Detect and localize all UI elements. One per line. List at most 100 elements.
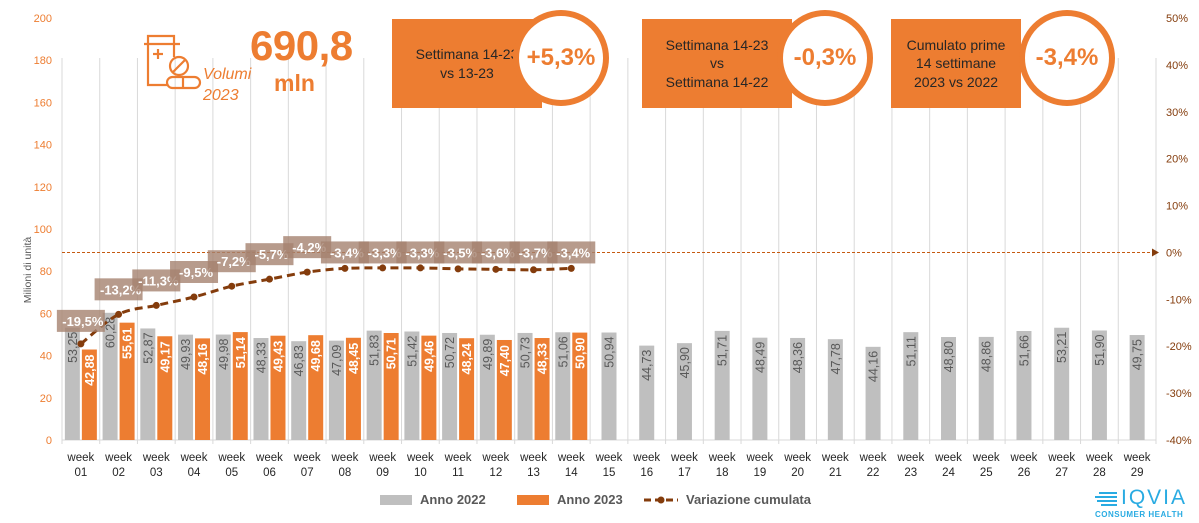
bar-2022-label: 51,90 xyxy=(1093,334,1107,365)
bar-2022-label: 44,16 xyxy=(867,351,881,382)
y-tick-label: 160 xyxy=(34,97,52,109)
variazione-label: -7,2% xyxy=(207,250,256,273)
variazione-point xyxy=(567,264,575,272)
y-tick-label: 0 xyxy=(46,435,52,447)
bar-2023-label: 49,68 xyxy=(309,340,323,371)
bar-2022-label: 49,89 xyxy=(481,339,495,370)
bar-2022 xyxy=(1016,330,1032,440)
x-tick-label: week 21 xyxy=(821,452,849,479)
variazione-point xyxy=(341,264,349,272)
x-tick-label: week 16 xyxy=(632,452,660,479)
bar-2023 xyxy=(345,337,361,440)
x-tick-label: week 11 xyxy=(444,452,472,479)
kpi-yoy-week-label: Settimana 14-23 vs Settimana 14-22 xyxy=(642,19,792,108)
bar-2022-label: 47,09 xyxy=(330,345,344,376)
x-tick-label: week 28 xyxy=(1085,452,1113,479)
variazione-label-box xyxy=(547,241,596,264)
x-tick-label: week 05 xyxy=(217,452,245,479)
variazione-label: -3,3% xyxy=(396,241,445,264)
variazione-point xyxy=(492,265,500,273)
variazione-point xyxy=(454,265,462,273)
bar-2022 xyxy=(178,334,194,440)
bar-2022 xyxy=(479,334,495,440)
bar-2022-label: 48,86 xyxy=(980,341,994,372)
variazione-label: -5,7% xyxy=(245,243,294,266)
legend-swatch-variazione xyxy=(644,496,678,504)
bar-2023 xyxy=(383,333,399,440)
variazione-label: -4,2% xyxy=(283,236,332,259)
y2-tick-label: -10% xyxy=(1166,294,1192,306)
bar-2022 xyxy=(752,337,768,440)
bar-2023 xyxy=(459,338,475,440)
y2-tick-label: 50% xyxy=(1166,13,1188,25)
kpi-cumulative-label: Cumulato prime 14 settimane 2023 vs 2022 xyxy=(891,19,1021,108)
bar-2022 xyxy=(1054,327,1070,440)
variazione-point xyxy=(152,301,160,309)
variazione-label-text: -11,3% xyxy=(138,273,179,288)
variazione-label-box xyxy=(396,241,445,264)
x-tick-label: week 19 xyxy=(745,452,773,479)
bar-2022-label: 51,83 xyxy=(368,335,382,366)
legend-swatch-2023 xyxy=(517,495,549,505)
total-volume-value: 690,8 xyxy=(250,22,353,69)
x-tick-label: week 17 xyxy=(670,452,698,479)
bar-2023 xyxy=(308,335,324,440)
variazione-point xyxy=(77,340,85,348)
iqvia-wordmark: IQVIA xyxy=(1121,486,1188,509)
bar-2023 xyxy=(572,332,588,440)
bar-2022-label: 50,73 xyxy=(519,337,533,368)
x-tick-label: week 04 xyxy=(180,452,208,479)
variazione-point xyxy=(115,310,123,318)
bar-2023 xyxy=(157,336,173,440)
variazione-point xyxy=(228,282,236,290)
x-tick-label: week 23 xyxy=(896,452,924,479)
zero-line-arrow-icon xyxy=(1152,248,1159,257)
variazione-label-text: -13,2% xyxy=(100,282,142,297)
variazione-label-text: -3,6% xyxy=(481,245,515,260)
bar-2022-label: 53,21 xyxy=(1055,332,1069,363)
x-tick-label: week 18 xyxy=(708,452,736,479)
bar-2022 xyxy=(404,331,420,440)
y-axis-left: 0 20 40 60 80 100 120 140 160 180 200 xyxy=(34,13,52,447)
total-volume-unit: mln xyxy=(274,70,315,96)
bar-2022 xyxy=(941,337,957,440)
variazione-label-box xyxy=(132,269,181,292)
bar-2022 xyxy=(865,346,881,440)
bar-2023-label: 50,71 xyxy=(385,338,399,369)
bar-2022-label: 53,25 xyxy=(66,332,80,363)
variazione-label-text: -3,4% xyxy=(330,245,364,260)
variazione-point xyxy=(416,264,424,272)
bar-2022 xyxy=(1129,335,1145,440)
variazione-label-box xyxy=(434,241,483,264)
variazione-label-box xyxy=(509,241,558,264)
bar-2022 xyxy=(639,345,655,440)
iqvia-subtitle: CONSUMER HEALTH xyxy=(1095,510,1184,519)
variazione-label-text: -3,7% xyxy=(519,245,553,260)
bar-2022-label: 49,75 xyxy=(1131,339,1145,370)
bar-2022 xyxy=(903,332,919,440)
variazione-label-box xyxy=(245,243,294,266)
variazione-point xyxy=(265,275,273,283)
bar-2022 xyxy=(676,343,692,440)
variazione-label-box xyxy=(358,241,407,264)
y2-tick-label: -30% xyxy=(1166,388,1192,400)
medicine-jar-pills-icon xyxy=(144,34,202,90)
bar-2022-label: 52,87 xyxy=(141,332,155,363)
variazione-point xyxy=(303,268,311,276)
bar-2023 xyxy=(119,322,135,440)
bar-2022 xyxy=(827,339,843,440)
variazione-label-box xyxy=(283,236,332,259)
variazione-label: -9,5% xyxy=(170,260,219,283)
variazione-label-text: -4,2% xyxy=(292,240,326,255)
variazione-label-text: -3,3% xyxy=(405,245,439,260)
y2-tick-label: -40% xyxy=(1166,435,1192,447)
kpi-yoy-week-value: -0,3% xyxy=(777,10,873,106)
bar-2023-label: 49,17 xyxy=(158,341,172,372)
bar-2022-label: 49,93 xyxy=(179,339,193,370)
bar-2022 xyxy=(1091,330,1107,440)
bar-2023 xyxy=(534,338,550,440)
iqvia-logo: IQVIA CONSUMER HEALTH xyxy=(1095,486,1195,520)
bar-2023 xyxy=(270,335,286,440)
variazione-label-text: -7,2% xyxy=(217,254,251,269)
